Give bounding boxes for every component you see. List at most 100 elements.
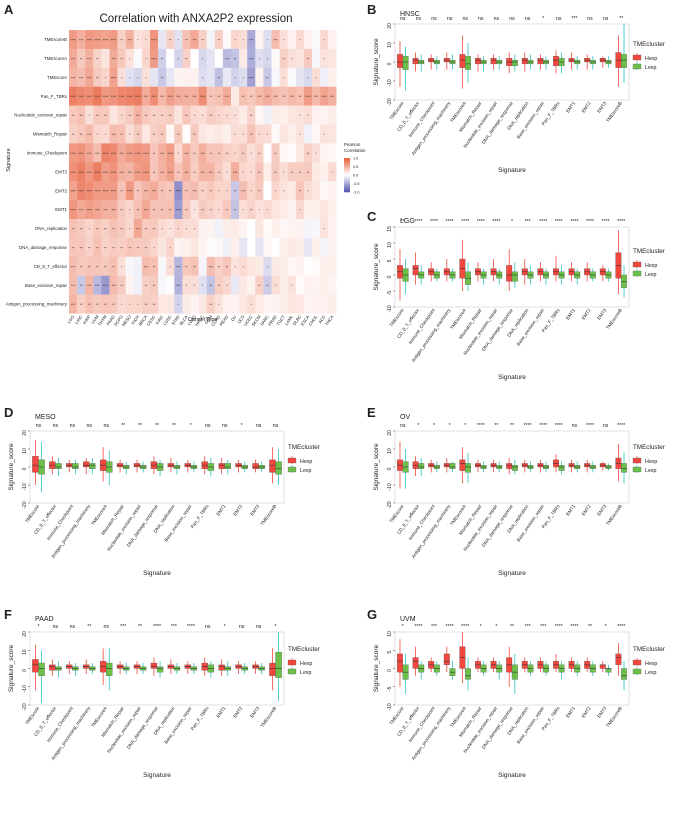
heatmap-cell — [239, 30, 248, 50]
heatmap-star: ** — [185, 209, 188, 213]
box-hexp — [615, 653, 622, 666]
heatmap-cell — [328, 48, 337, 68]
heatmap-cell — [174, 200, 183, 220]
heatmap-cell — [125, 124, 134, 144]
heatmap-cell — [166, 86, 175, 106]
heatmap-cell — [198, 294, 207, 314]
heatmap-cell — [109, 294, 118, 314]
significance-label: **** — [586, 219, 594, 225]
heatmap-star: * — [323, 227, 325, 231]
heatmap-cell — [77, 67, 86, 87]
category-label: EMT1 — [565, 705, 576, 718]
heatmap-cell — [77, 256, 86, 276]
significance-label: *** — [571, 16, 577, 22]
heatmap-row-label: Base_excision_repair — [25, 283, 68, 288]
heatmap-star: *** — [111, 57, 116, 61]
heatmap-cell — [158, 67, 167, 87]
heatmap-legend-tick: -1.0 — [353, 191, 360, 195]
heatmap-legend-swatch — [344, 176, 350, 179]
heatmap-star: **** — [111, 171, 117, 175]
heatmap-cell — [214, 143, 224, 163]
category-label: EMT1 — [215, 503, 226, 516]
heatmap-star: **** — [127, 152, 133, 156]
significance-label: ns — [273, 423, 279, 429]
heatmap-star: ** — [234, 209, 237, 213]
heatmap-star: ** — [209, 114, 212, 118]
y-tick-label: -5 — [387, 686, 393, 691]
heatmap-star: * — [137, 303, 139, 307]
heatmap-cell — [190, 105, 199, 125]
category-label: EMT3 — [249, 705, 260, 718]
heatmap-cell — [77, 275, 86, 295]
heatmap-cell — [271, 67, 280, 87]
heatmap-cell — [125, 67, 134, 87]
x-axis-label: Signature — [498, 167, 526, 174]
heatmap-column-label: THYM — [97, 314, 108, 327]
heatmap-cell — [190, 275, 199, 295]
heatmap-cell — [77, 237, 86, 257]
category-label: EMT2 — [232, 705, 243, 718]
heatmap-cell — [263, 200, 272, 220]
heatmap-star: ** — [136, 246, 139, 250]
y-tick-label: 0 — [387, 275, 393, 278]
heatmap-column-label: CESC — [146, 314, 157, 326]
heatmap-cell — [150, 143, 159, 163]
heatmap-cell — [117, 219, 126, 239]
heatmap-cell — [303, 219, 313, 239]
heatmap-star: *** — [330, 95, 335, 99]
heatmap-cell — [198, 143, 207, 163]
heatmap-cell — [231, 105, 240, 125]
heatmap-star: ** — [136, 133, 139, 137]
heatmap-cell — [190, 86, 199, 106]
heatmap-cell — [141, 48, 151, 68]
heatmap-star: * — [202, 57, 204, 61]
heatmap-star: * — [299, 133, 301, 137]
heatmap-cell — [271, 48, 280, 68]
heatmap-star: * — [194, 209, 196, 213]
heatmap-cell — [150, 219, 159, 239]
heatmap-star: **** — [143, 171, 149, 175]
heatmap-cell — [255, 105, 264, 125]
heatmap-cell — [247, 237, 256, 257]
heatmap-cell — [214, 256, 224, 276]
heatmap-cell — [287, 48, 296, 68]
category-label: EMT2 — [581, 307, 592, 320]
heatmap-cell — [166, 181, 175, 201]
box-hexp — [490, 58, 497, 65]
category-label: EMT3 — [596, 503, 607, 516]
heatmap-column-label: STAD — [170, 314, 180, 326]
box-hexp — [32, 456, 39, 473]
heatmap-star: **** — [86, 171, 92, 175]
heatmap-legend-swatch — [344, 181, 350, 184]
heatmap-cell — [287, 219, 296, 239]
heatmap-star: ** — [96, 246, 99, 250]
heatmap-cell — [101, 200, 110, 220]
heatmap-star: * — [202, 114, 204, 118]
box-hexp — [397, 54, 403, 68]
heatmap-star: ** — [80, 284, 83, 288]
box-hexp — [252, 463, 259, 469]
box-hexp — [32, 659, 39, 673]
box-lexp — [465, 56, 471, 70]
heatmap-cell — [125, 200, 134, 220]
heatmap-star: ** — [258, 284, 261, 288]
significance-label: **** — [524, 423, 532, 429]
heatmap-cell — [150, 162, 159, 182]
heatmap-star: *** — [176, 284, 181, 288]
heatmap-star: **** — [86, 38, 92, 42]
heatmap-cell — [198, 86, 207, 106]
heatmap-star: **** — [200, 95, 206, 99]
heatmap-cell — [109, 181, 118, 201]
legend-entry: Lexp — [300, 468, 312, 474]
x-axis-label: Signature — [498, 570, 526, 577]
heatmap-cell — [231, 67, 240, 87]
heatmap-cell — [214, 200, 224, 220]
heatmap-star: *** — [192, 38, 197, 42]
heatmap-star: * — [259, 57, 261, 61]
heatmap-cell — [93, 181, 102, 201]
cohort-title: PAAD — [35, 616, 54, 623]
heatmap-star: *** — [87, 284, 92, 288]
heatmap-cell — [271, 275, 280, 295]
heatmap-cell — [231, 200, 240, 220]
